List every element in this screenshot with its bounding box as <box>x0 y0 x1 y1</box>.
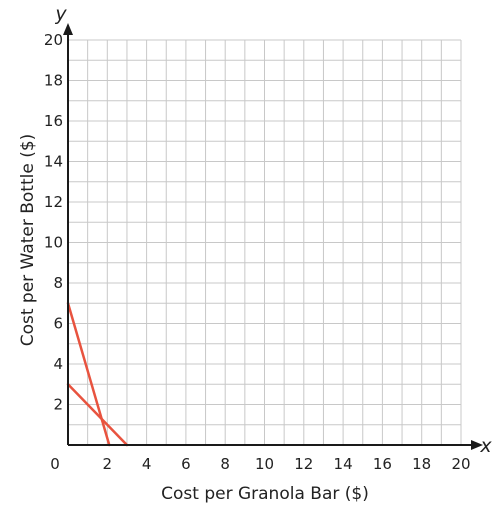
x-tick-label: 16 <box>373 455 392 473</box>
y-tick-label: 12 <box>44 193 63 211</box>
series-line-2 <box>68 384 127 445</box>
y-tick-label: 18 <box>44 72 63 90</box>
x-tick-label: 12 <box>294 455 313 473</box>
y-tick-label: 14 <box>44 153 63 171</box>
x-tick-label: 14 <box>334 455 353 473</box>
x-tick-label: 10 <box>255 455 274 473</box>
series-group <box>68 303 127 445</box>
y-tick-label: 6 <box>53 315 63 333</box>
x-axis-label: Cost per Granola Bar ($) <box>161 484 369 504</box>
x-tick-label: 2 <box>103 455 113 473</box>
y-tick-label: 2 <box>53 396 63 414</box>
x-tick-label: 20 <box>451 455 470 473</box>
y-tick-label: 8 <box>53 274 63 292</box>
x-tick-label: 18 <box>412 455 431 473</box>
tick-labels: 0 2 4 6 8 10 12 14 16 18 20 2 4 6 8 10 12 14 16 18 20 <box>44 31 471 473</box>
x-tick-label: 4 <box>142 455 152 473</box>
y-tick-label: 20 <box>44 31 63 49</box>
y-tick-label: 16 <box>44 112 63 130</box>
x-tick-label: 6 <box>181 455 191 473</box>
axes <box>63 23 483 450</box>
series-line-1 <box>68 303 109 445</box>
y-variable-label: y <box>54 3 67 25</box>
x-variable-label: x <box>479 435 492 457</box>
y-tick-label: 4 <box>53 355 63 373</box>
grid <box>68 40 461 445</box>
y-axis-label: Cost per Water Bottle ($) <box>18 134 38 347</box>
x-tick-label: 8 <box>220 455 230 473</box>
origin-tick-label: 0 <box>50 455 60 473</box>
y-tick-label: 10 <box>44 234 63 252</box>
